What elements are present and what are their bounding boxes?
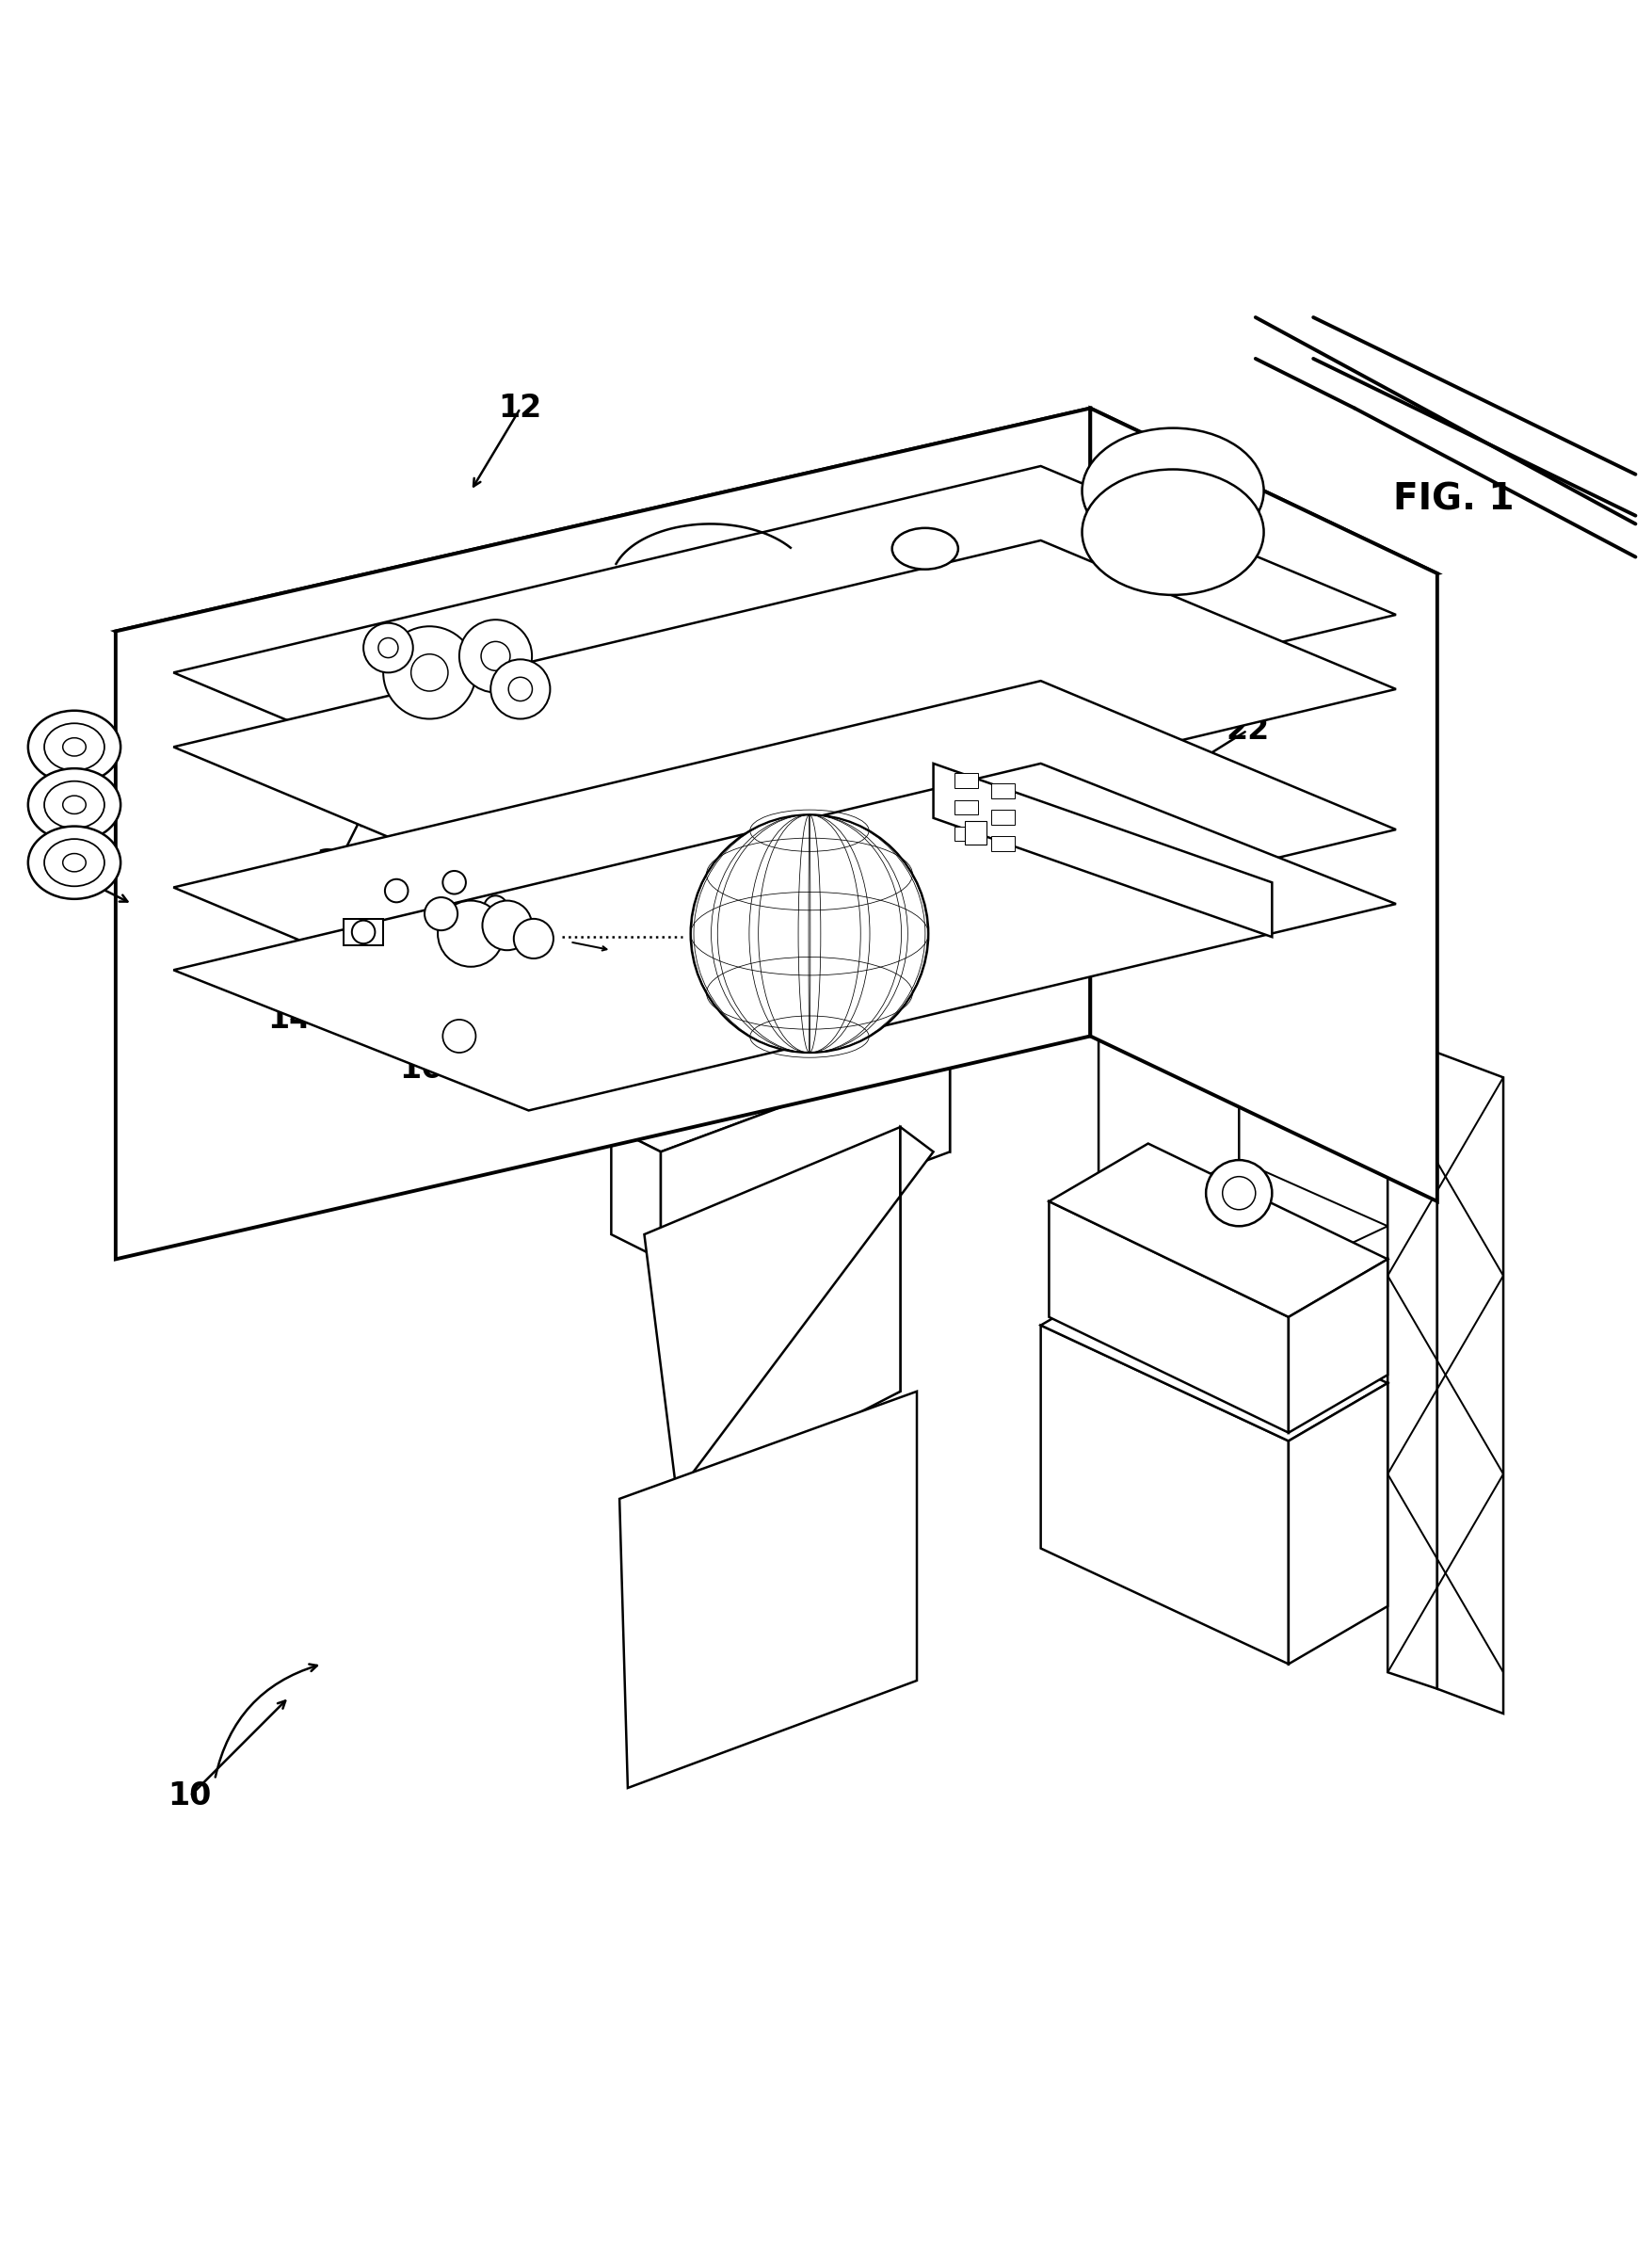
Bar	[955, 827, 978, 841]
Polygon shape	[1289, 1384, 1388, 1663]
Ellipse shape	[63, 854, 86, 872]
Circle shape	[484, 895, 507, 920]
Circle shape	[443, 1019, 476, 1053]
Circle shape	[385, 879, 408, 902]
Circle shape	[482, 902, 532, 951]
Text: P: P	[905, 904, 928, 935]
Bar	[991, 784, 1014, 798]
Polygon shape	[1099, 1161, 1388, 1292]
Text: 12: 12	[499, 392, 542, 424]
Ellipse shape	[28, 710, 121, 784]
Text: 20: 20	[317, 848, 360, 879]
Polygon shape	[611, 1127, 661, 1260]
Polygon shape	[1049, 1201, 1289, 1434]
Ellipse shape	[1082, 428, 1264, 554]
Circle shape	[352, 920, 375, 944]
Bar	[955, 773, 978, 789]
Polygon shape	[173, 541, 1396, 895]
Polygon shape	[1090, 408, 1437, 1201]
Polygon shape	[116, 408, 1090, 1260]
Polygon shape	[900, 1019, 950, 1152]
Text: 14: 14	[268, 1003, 311, 1035]
Ellipse shape	[28, 769, 121, 841]
Bar	[965, 820, 986, 845]
Polygon shape	[1239, 969, 1388, 1400]
Ellipse shape	[63, 796, 86, 814]
Bar	[955, 800, 978, 814]
Polygon shape	[1289, 1260, 1388, 1434]
Circle shape	[378, 638, 398, 658]
Polygon shape	[173, 467, 1396, 820]
Polygon shape	[1437, 1053, 1503, 1713]
Circle shape	[1206, 1161, 1272, 1226]
Polygon shape	[661, 1044, 950, 1260]
Polygon shape	[933, 764, 1272, 938]
Ellipse shape	[1082, 469, 1264, 595]
Polygon shape	[620, 1391, 917, 1787]
Polygon shape	[661, 1127, 933, 1515]
Bar	[991, 809, 1014, 825]
Polygon shape	[173, 764, 1396, 1111]
Text: FIG. 1: FIG. 1	[1393, 480, 1515, 516]
Polygon shape	[1388, 1037, 1437, 1688]
Circle shape	[509, 676, 532, 701]
Ellipse shape	[28, 827, 121, 899]
Polygon shape	[644, 1127, 900, 1499]
Circle shape	[1222, 1177, 1256, 1210]
Ellipse shape	[45, 838, 104, 886]
Polygon shape	[1049, 1143, 1388, 1316]
Circle shape	[514, 920, 553, 958]
Polygon shape	[1099, 1037, 1247, 1465]
Polygon shape	[1247, 1037, 1388, 1465]
Text: 18: 18	[45, 854, 88, 886]
Polygon shape	[611, 1019, 950, 1152]
Circle shape	[363, 622, 413, 672]
Circle shape	[691, 814, 928, 1053]
Circle shape	[383, 627, 476, 719]
Text: 10: 10	[169, 1781, 211, 1812]
Text: 22: 22	[1226, 715, 1269, 746]
Polygon shape	[1099, 969, 1388, 1102]
Text: 16: 16	[400, 1053, 443, 1084]
Ellipse shape	[63, 737, 86, 755]
Circle shape	[443, 870, 466, 895]
Circle shape	[491, 660, 550, 719]
FancyArrowPatch shape	[573, 942, 606, 951]
Polygon shape	[173, 681, 1396, 1037]
Polygon shape	[1041, 1267, 1388, 1440]
Text: 29: 29	[912, 739, 955, 771]
Polygon shape	[1041, 1325, 1289, 1663]
Ellipse shape	[892, 527, 958, 570]
Circle shape	[481, 642, 510, 672]
Ellipse shape	[45, 724, 104, 771]
Bar	[991, 836, 1014, 852]
Circle shape	[425, 897, 458, 931]
Circle shape	[459, 620, 532, 692]
Bar	[344, 920, 383, 944]
Polygon shape	[116, 408, 1437, 796]
Circle shape	[411, 654, 448, 692]
Circle shape	[438, 902, 504, 967]
Ellipse shape	[45, 782, 104, 829]
